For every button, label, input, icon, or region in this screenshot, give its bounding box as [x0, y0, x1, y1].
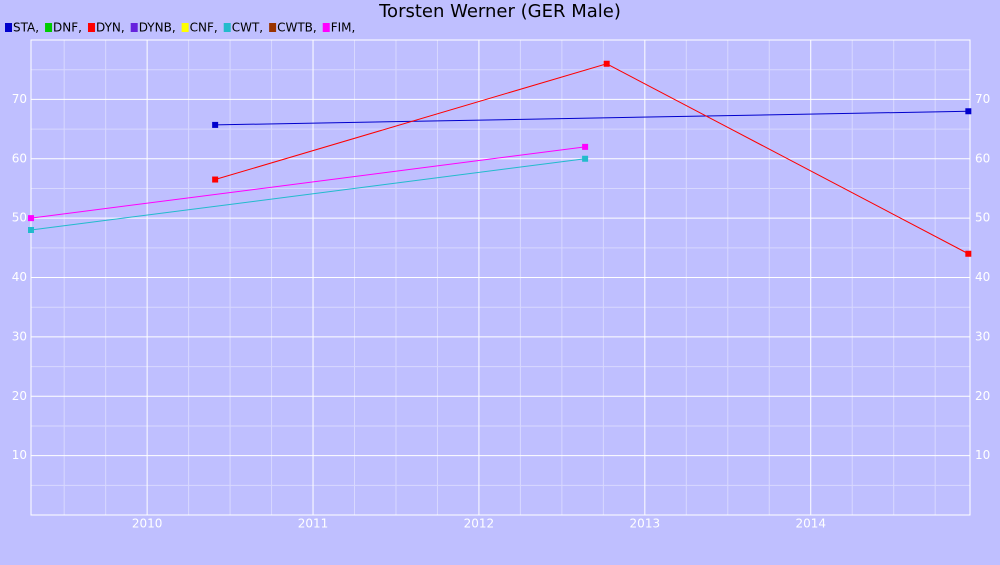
y-tick-label: 10 — [12, 448, 27, 462]
legend-swatch — [322, 23, 330, 32]
legend-label: CWTB, — [277, 21, 317, 35]
y-tick-label-right: 40 — [975, 270, 990, 284]
y-tick-label-right: 30 — [975, 329, 990, 343]
x-tick-label: 2012 — [464, 517, 495, 531]
legend-label: DNF, — [53, 21, 82, 35]
legend-swatch — [87, 23, 95, 32]
data-point — [582, 155, 589, 162]
legend-label: STA, — [13, 21, 39, 35]
legend-swatch — [181, 23, 189, 32]
data-point — [582, 143, 589, 150]
legend-swatch — [223, 23, 231, 32]
legend-label: FIM, — [331, 21, 356, 35]
x-tick-label: 2011 — [298, 517, 329, 531]
data-point — [28, 215, 34, 222]
data-point — [212, 121, 219, 128]
y-tick-label-right: 60 — [975, 151, 990, 165]
series-line — [30, 158, 586, 231]
series-line — [30, 146, 586, 219]
y-tick-label: 50 — [12, 211, 27, 225]
x-tick-label: 2013 — [630, 517, 661, 531]
legend-swatch — [45, 23, 53, 32]
y-tick-label: 70 — [12, 92, 27, 106]
y-tick-label-right: 50 — [975, 211, 990, 225]
legend-label: DYN, — [96, 21, 125, 35]
legend-label: CNF, — [190, 21, 218, 35]
data-point — [212, 176, 219, 183]
data-point — [965, 108, 972, 115]
legend-label: DYNB, — [139, 21, 176, 35]
y-tick-label-right: 10 — [975, 448, 990, 462]
series-line — [215, 110, 969, 126]
legend-swatch — [5, 23, 12, 32]
plot-border — [30, 39, 971, 516]
legend-swatch — [130, 23, 138, 32]
y-tick-label: 60 — [12, 151, 27, 165]
y-tick-label: 40 — [12, 270, 27, 284]
y-tick-label: 30 — [12, 329, 27, 343]
y-tick-label-right: 70 — [975, 92, 990, 106]
legend-swatch — [269, 23, 277, 32]
data-point — [965, 250, 972, 257]
y-tick-label-right: 20 — [975, 389, 990, 403]
y-tick-label: 20 — [12, 389, 27, 403]
data-point — [603, 60, 610, 67]
chart-title: Torsten Werner (GER Male) — [378, 1, 621, 22]
x-tick-label: 2014 — [795, 517, 826, 531]
legend-label: CWT, — [232, 21, 263, 35]
x-tick-label: 2010 — [132, 517, 163, 531]
data-point — [28, 227, 34, 233]
